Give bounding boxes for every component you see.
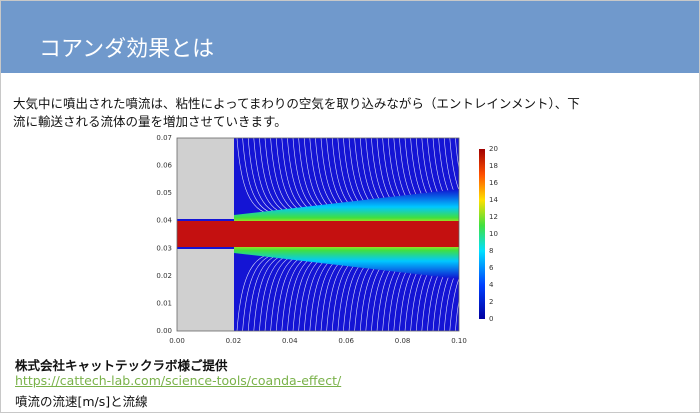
streamline (247, 254, 279, 331)
colorbar-label: 6 (489, 264, 494, 272)
plot-frame (176, 137, 460, 332)
streamline (449, 138, 459, 191)
header-band (1, 1, 699, 73)
colorbar-label: 18 (489, 162, 498, 170)
colorbar-label: 0 (489, 315, 493, 323)
x-tick-label: 0.10 (451, 337, 467, 345)
jet-core (177, 221, 459, 247)
y-tick-label: 0.03 (156, 244, 172, 252)
streamline (236, 138, 268, 214)
colorbar-label: 10 (489, 230, 498, 238)
x-tick-label: 0.04 (282, 337, 298, 345)
slide-title: コアンダ効果とは (39, 37, 215, 62)
streamline (236, 254, 268, 331)
body-text: 大気中に噴出された噴流は、粘性によってまわりの空気を取り込みながら（エントレイン… (13, 96, 580, 111)
colorbar-label: 4 (489, 281, 494, 289)
streamline (242, 138, 273, 214)
colorbar-label: 20 (489, 145, 498, 153)
x-tick-label: 0.08 (395, 337, 411, 345)
streamline (449, 278, 459, 331)
y-tick-label: 0.06 (156, 162, 172, 170)
colorbar-label: 16 (489, 179, 498, 187)
body-text: 流に輸送される流体の量を増加させていきます。 (13, 114, 287, 129)
streamline (242, 254, 273, 331)
streamline (438, 138, 459, 209)
wall (177, 249, 234, 331)
colorbar-label: 14 (489, 196, 498, 204)
colorbar-label: 2 (489, 298, 493, 306)
x-tick-label: 0.06 (338, 337, 354, 345)
x-tick-label: 0.00 (169, 337, 185, 345)
wall (177, 138, 234, 219)
note: 噴流の流速[m/s]と流線 (15, 394, 148, 409)
credit: 株式会社キャットテックラボ様ご提供 (15, 358, 228, 373)
colorbar (479, 149, 485, 319)
y-tick-label: 0.04 (156, 217, 172, 225)
link[interactable]: https://cattech-lab.com/science-tools/co… (15, 373, 342, 388)
y-tick-label: 0.05 (156, 189, 172, 197)
streamline (443, 266, 459, 331)
x-tick-label: 0.02 (226, 337, 242, 345)
colorbar-label: 12 (489, 213, 498, 221)
colorbar-label: 8 (489, 247, 493, 255)
streamline (455, 298, 459, 331)
y-tick-label: 0.07 (156, 134, 172, 142)
streamline (438, 260, 459, 331)
y-tick-label: 0.01 (156, 299, 172, 307)
streamline (443, 138, 459, 202)
streamline (455, 138, 459, 171)
y-tick-label: 0.02 (156, 272, 172, 280)
y-tick-label: 0.00 (156, 327, 172, 335)
